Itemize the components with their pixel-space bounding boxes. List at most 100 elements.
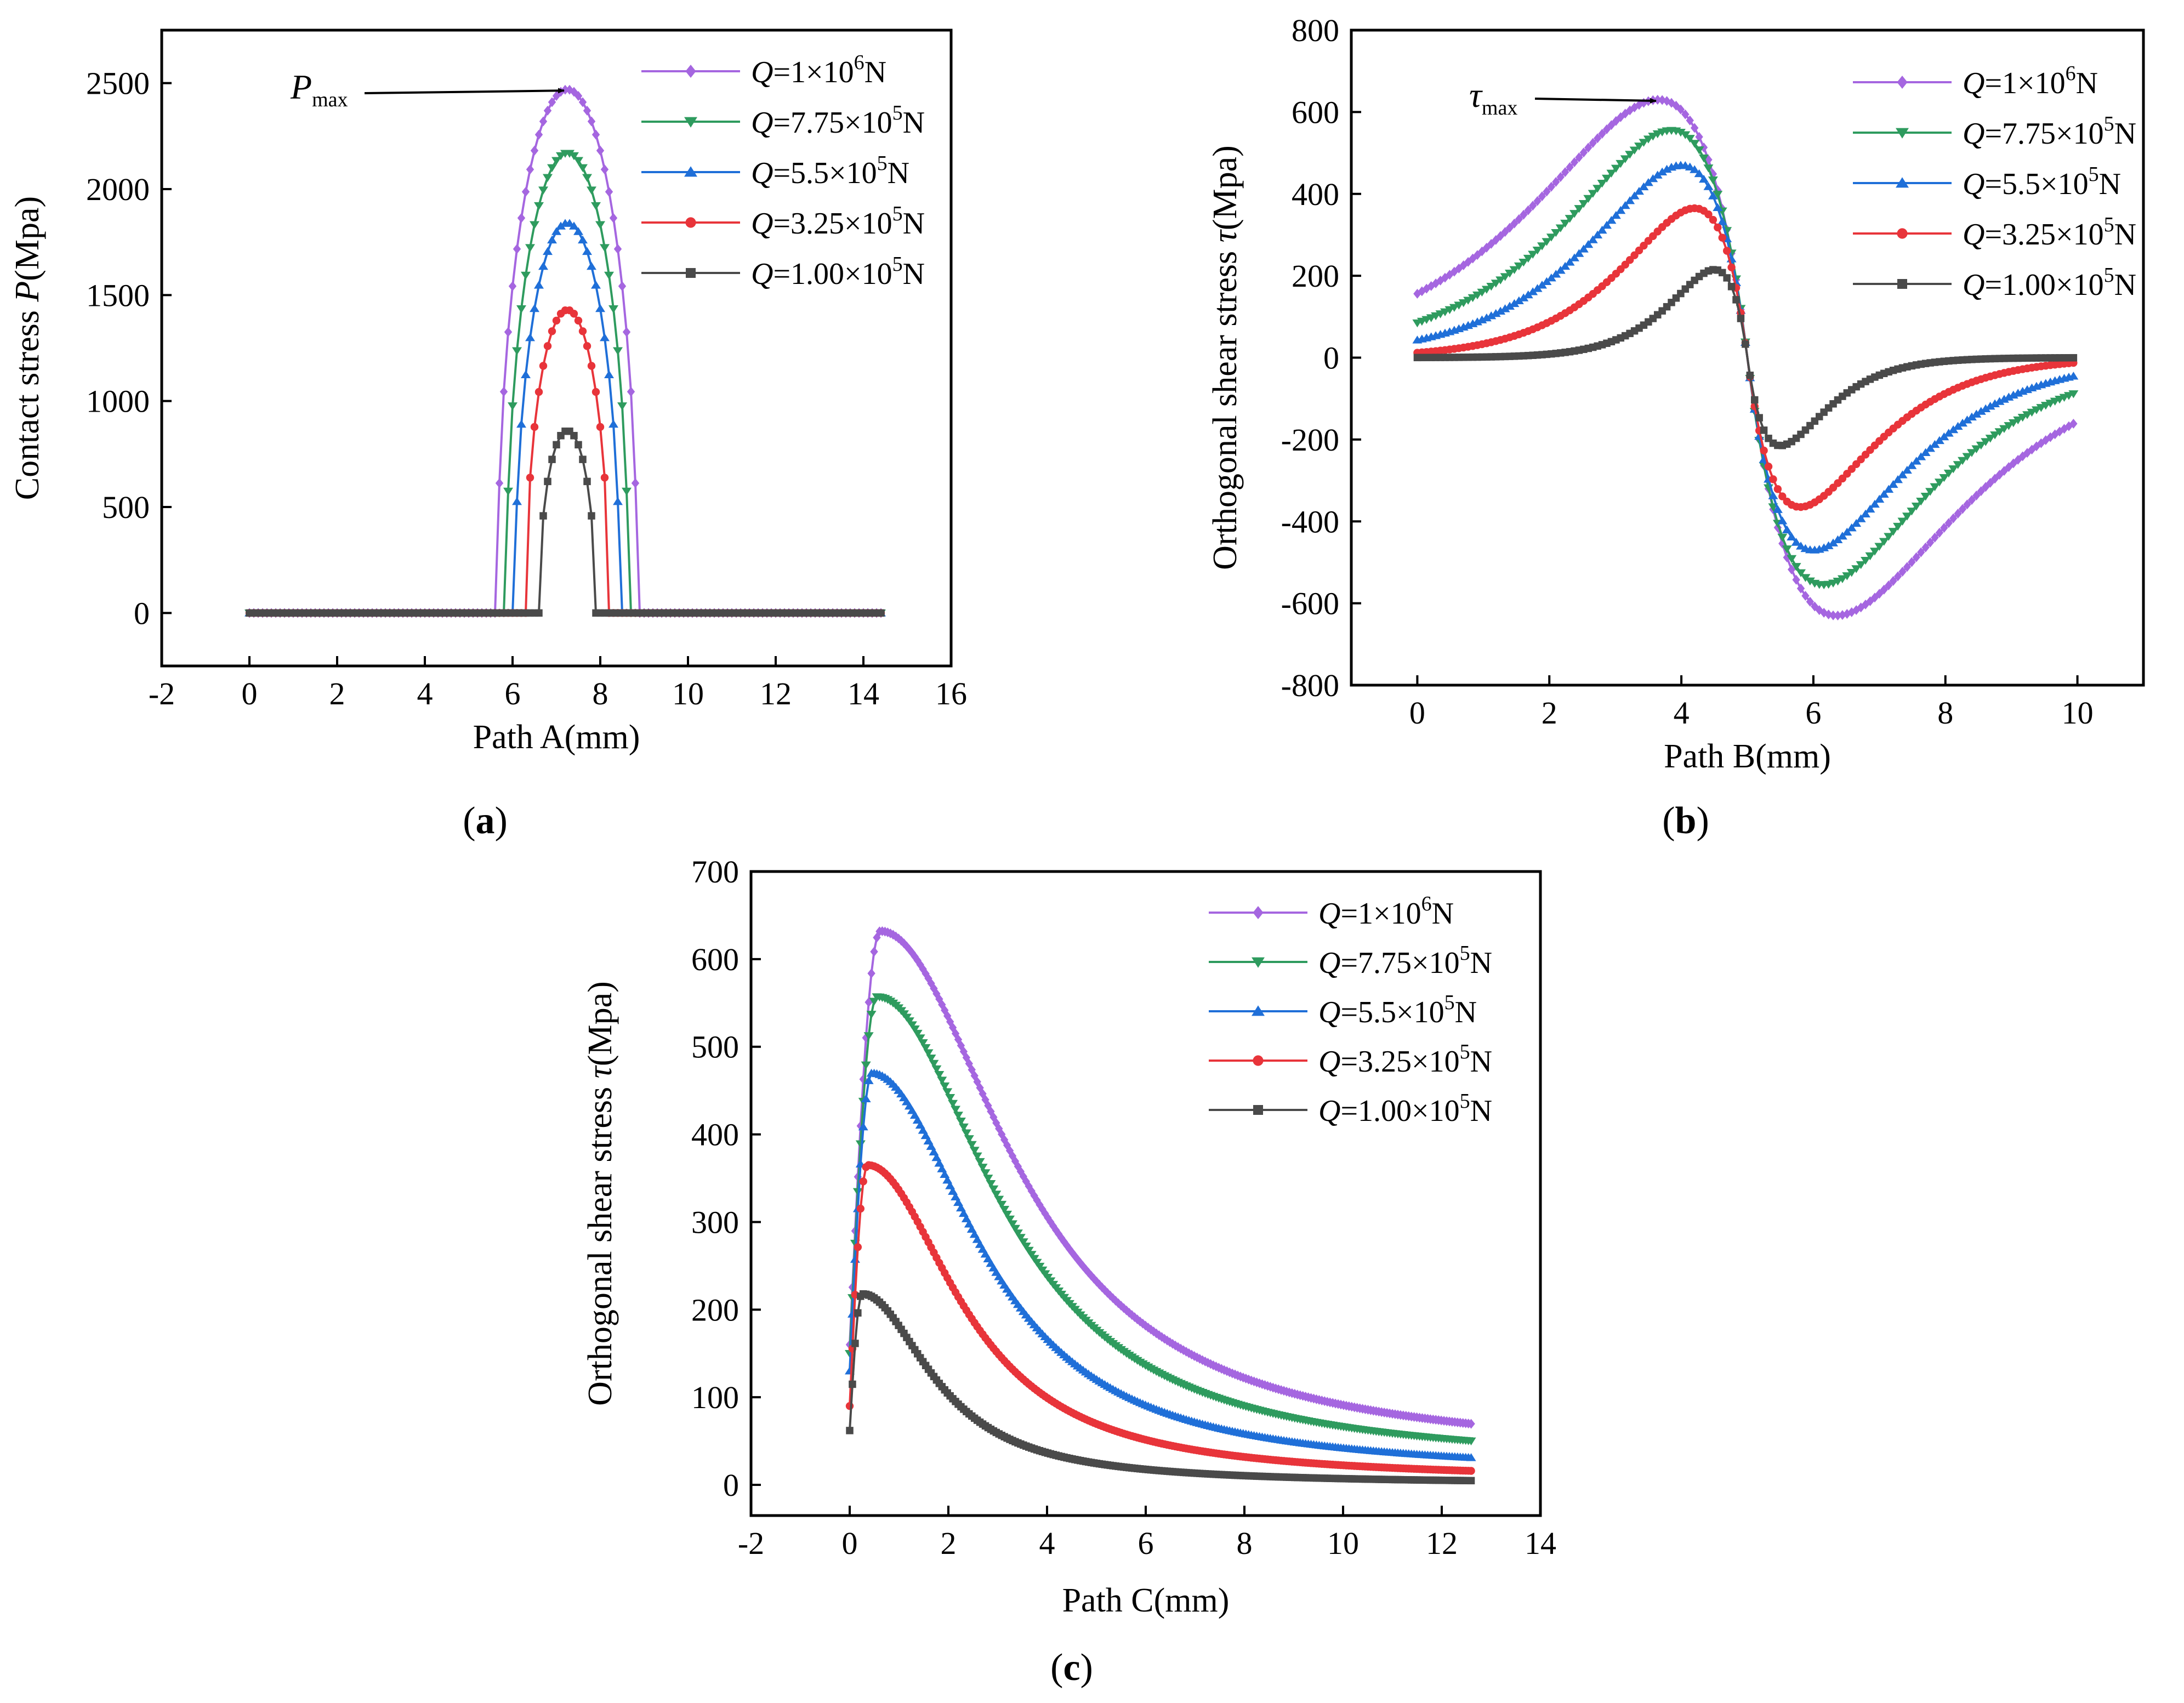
chart-c-series-2-point [934, 1070, 945, 1079]
chart-b-series-1-point [1921, 542, 1930, 553]
chart-b-series-1-point [2051, 429, 2059, 440]
chart-b-series-3-point [1897, 470, 1908, 479]
chart-c-series-1-point [984, 1101, 992, 1111]
chart-a-series-3-point [547, 235, 557, 244]
chart-c-legend-label: Q=1×106N [1318, 892, 1454, 931]
chart-b-series-3-point [1703, 182, 1714, 190]
chart-c-series-3-point [861, 1094, 871, 1102]
chart-b-series-3-point [1888, 480, 1898, 488]
chart-b-series-5-point [1750, 396, 1759, 404]
chart-b-series-2-point [1500, 273, 1510, 281]
chart-b-series-3-point [1634, 186, 1645, 195]
chart-b-series-1-point [1986, 477, 1994, 488]
chart-c-series-1-point [1098, 1282, 1106, 1292]
chart-b-series-2-point [1796, 569, 1806, 577]
chart-a-xtick-label: 0 [242, 676, 258, 711]
chart-a-series-4-point [534, 388, 543, 396]
chart-c-ylabel: Orthogonal shear stress τ(Mpa) [582, 981, 619, 1406]
chart-c-ytick-label: 300 [691, 1204, 739, 1240]
chart-b-series-5-point [1737, 315, 1745, 322]
chart-b-series-2-point [1634, 143, 1645, 151]
chart-b-series-1-point [1931, 532, 1939, 543]
chart-c-series-3-point [850, 1255, 860, 1263]
chart-b-series-3-point [1583, 240, 1594, 248]
chart-a-series-4-point [530, 423, 539, 431]
chart-b-series-5-point [1723, 274, 1731, 282]
chart-a-legend-label: Q=1.00×105N [751, 253, 925, 291]
chart-c-xtick-label: 8 [1237, 1525, 1253, 1561]
chart-a-legend-item-4: Q=3.25×105N [641, 202, 925, 241]
chart-b-series-1-point [1561, 167, 1569, 177]
chart-b-series-2-point [1976, 441, 1986, 450]
chart-b-series-1-point [2069, 419, 2078, 429]
chart-a-legend-marker [684, 117, 697, 128]
chart-b-series-2-point [1869, 548, 1880, 556]
chart-b-series-2-point [1629, 146, 1640, 155]
chart-a-legend-marker [684, 166, 697, 177]
chart-b-series-2-point [1971, 445, 1982, 453]
chart-b-series-3-point [1690, 165, 1700, 173]
chart-c-series-1-point [1003, 1140, 1011, 1150]
chart-b-ytick-label: 0 [1323, 340, 1339, 376]
chart-c-series-1-point [1071, 1251, 1079, 1261]
chart-b-series-2-point [1560, 219, 1571, 228]
chart-b-series-2-point [1463, 297, 1474, 305]
chart-a-legend-label: Q=5.5×105N [751, 152, 909, 190]
chart-b-series-2-point [1958, 457, 1968, 465]
chart-a-series-3-point [556, 221, 566, 230]
chart-b-series-2-point [1916, 497, 1926, 506]
chart-a-series-1-point [499, 386, 508, 397]
chart-a-series-3-point [582, 247, 592, 255]
chart-a-series-1-point [618, 281, 627, 292]
chart-b-series-2-point [1962, 453, 1972, 461]
chart-a-series-2-point [543, 174, 553, 182]
chart-b-series-3-point [1662, 164, 1672, 173]
chart-b-series-1-point [2060, 424, 2068, 434]
chart-b-series-1-point [1958, 504, 1967, 514]
chart-c-legend-marker [1252, 1005, 1265, 1016]
chart-a-legend-label: Q=3.25×105N [751, 202, 925, 241]
chart-b-series-2-point [1606, 169, 1617, 178]
chart-a-series-3-point [551, 227, 561, 235]
chart-b-series-4-point [1727, 263, 1736, 272]
chart-c-series-1-point [889, 930, 897, 940]
chart-c-series-1-point [1025, 1181, 1033, 1192]
chart-a-xtick-label: 6 [505, 676, 521, 711]
chart-c-series-1-point [989, 1112, 998, 1123]
chart-b-series-1-point [1640, 98, 1648, 108]
chart-c-ytick-label: 0 [723, 1467, 739, 1503]
chart-a-xtick-label: 4 [417, 676, 433, 711]
chart-c-series-3-point [926, 1142, 936, 1150]
chart-c-series-1-point [935, 994, 943, 1004]
chart-b-series-3-point [1981, 404, 1991, 412]
chart-c-series-2-point [980, 1169, 991, 1177]
chart-a-series-1-point [517, 213, 526, 223]
chart-b-ytick-label: 400 [1292, 176, 1339, 212]
chart-c-series-2-point [912, 1029, 923, 1038]
chart-b-series-3-point [1616, 206, 1626, 214]
chart-c-series-1-point [962, 1052, 971, 1063]
chart-c-legend-marker [1252, 957, 1265, 968]
chart-b-series-1-point [2055, 426, 2064, 437]
chart-b-xlabel: Path B(mm) [1664, 738, 1831, 775]
chart-a-series-5-point [579, 455, 587, 463]
chart-b-series-1-point [1852, 605, 1861, 615]
chart-b-series-3-point [1916, 452, 1926, 460]
chart-b-series-3-point [1985, 401, 1995, 410]
chart-a-series-4-point [583, 342, 592, 350]
chart-b-series-1-point [2000, 466, 2009, 476]
chart-c-series-3-point [937, 1164, 947, 1172]
chart-a-series-1-point [600, 164, 609, 175]
chart-b-series-1-point [1916, 547, 1925, 557]
chart-b-series-2-point [1583, 195, 1594, 203]
chart-c-caption: (c) [1050, 1647, 1093, 1689]
chart-c-series-1-point [870, 947, 878, 957]
chart-a-series-4-point [526, 474, 534, 482]
chart-a-series-4-point [600, 474, 609, 482]
chart-b-legend-item-3: Q=5.5×105N [1853, 163, 2121, 201]
chart-b-series-1-point [1778, 538, 1787, 549]
chart-b-series-1-point [1783, 552, 1791, 562]
chart-b-series-2-point [1685, 135, 1695, 143]
chart-b-series-2-point [1468, 294, 1478, 303]
chart-b-series-1-point [1792, 574, 1800, 585]
